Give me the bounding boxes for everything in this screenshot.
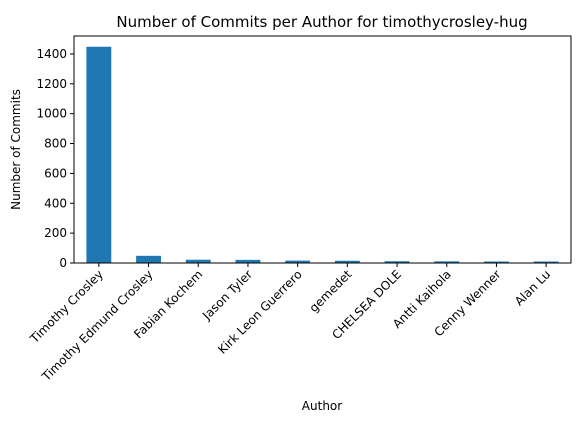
bar-4 — [285, 260, 311, 263]
y-tick-label: 1200 — [36, 77, 67, 91]
x-tick-label: Alan Lu — [512, 267, 553, 308]
bar-5 — [334, 260, 360, 263]
bar-8 — [484, 261, 509, 263]
y-axis-label: Number of Commits — [9, 89, 23, 210]
y-tick-label: 200 — [44, 226, 67, 240]
plot-area-frame — [73, 35, 572, 264]
bar-7 — [434, 261, 460, 263]
bar-3 — [235, 259, 261, 263]
y-tick-label: 0 — [59, 256, 67, 270]
bar-9 — [533, 261, 559, 263]
bar-0 — [86, 46, 112, 263]
x-axis-label: Author — [302, 399, 342, 413]
y-tick-label: 1000 — [36, 107, 67, 121]
bar-2 — [185, 259, 211, 263]
x-tick-label: gemedet — [307, 267, 355, 315]
bars-layer — [86, 46, 559, 263]
y-tick-label: 800 — [44, 137, 67, 151]
y-tick-label: 600 — [44, 166, 67, 180]
bar-6 — [384, 261, 410, 263]
y-tick-label: 1400 — [36, 47, 67, 61]
x-tick-label: Kirk Leon Guerrero — [215, 267, 305, 357]
y-axis-ticks: 0 200 400 600 800 1000 1200 1400 — [36, 47, 74, 270]
y-tick-label: 400 — [44, 196, 67, 210]
chart-title: Number of Commits per Author for timothy… — [116, 13, 527, 31]
bar-1 — [136, 255, 161, 263]
